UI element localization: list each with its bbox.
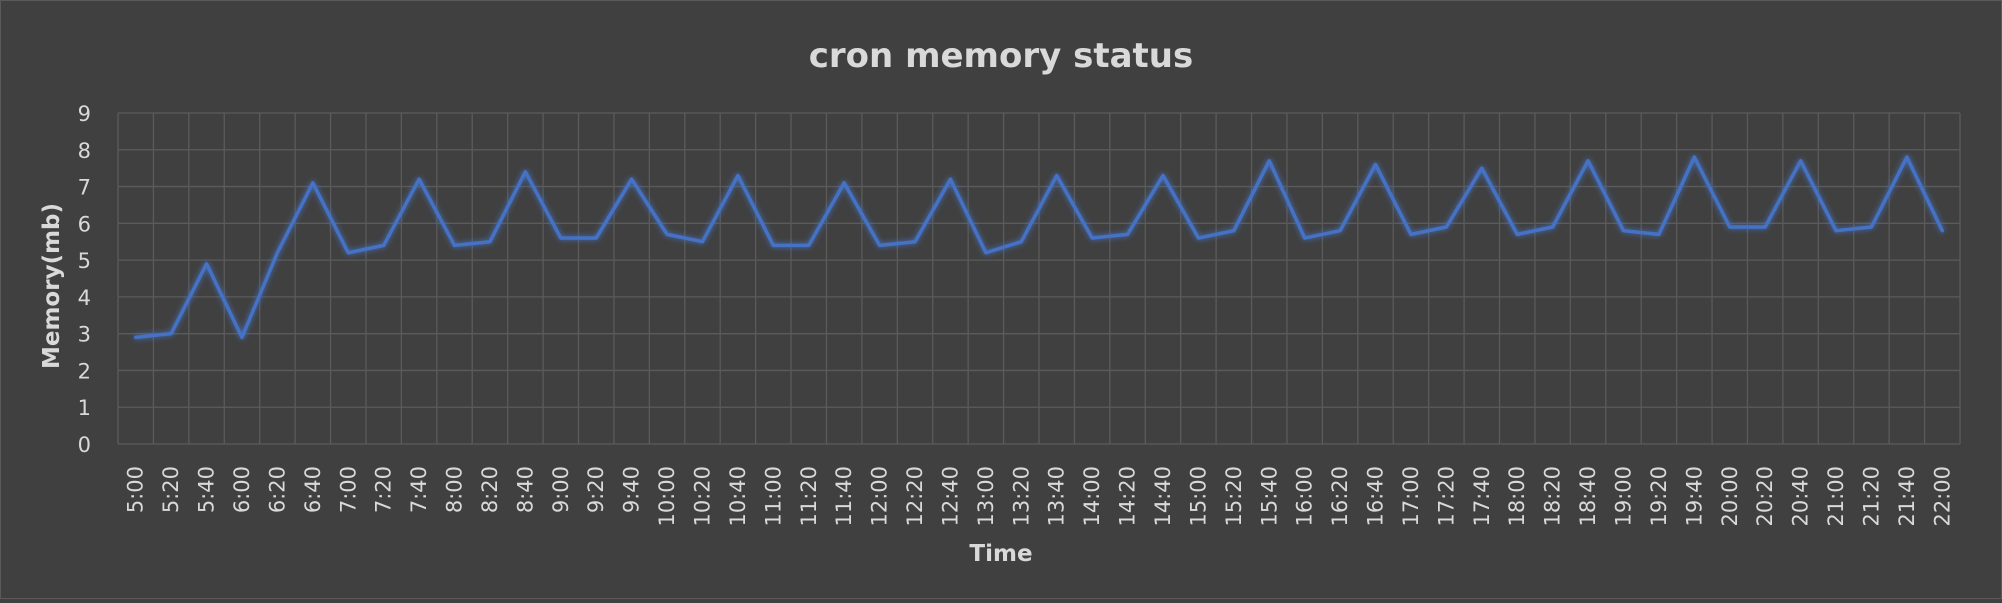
x-tick-label: 10:00 (655, 466, 679, 527)
x-tick-label: 20:40 (1789, 466, 1813, 527)
x-tick-label: 8:40 (513, 466, 537, 513)
x-tick-label: 16:40 (1364, 466, 1388, 527)
x-tick-label: 6:20 (265, 466, 289, 513)
x-tick-label: 9:00 (549, 466, 573, 513)
x-tick-label: 20:00 (1718, 466, 1742, 527)
x-tick-label: 16:00 (1293, 466, 1317, 527)
x-tick-label: 21:40 (1895, 466, 1919, 527)
y-tick-label: 6 (78, 212, 91, 236)
x-axis-title: Time (969, 541, 1032, 567)
x-tick-label: 5:00 (124, 466, 148, 513)
x-tick-label: 13:00 (974, 466, 998, 527)
x-tick-label: 15:00 (1186, 466, 1210, 527)
x-tick-label: 7:00 (336, 466, 360, 513)
x-tick-label: 22:00 (1930, 466, 1954, 527)
x-tick-label: 19:40 (1682, 466, 1706, 527)
x-tick-label: 11:40 (832, 466, 856, 527)
y-tick-label: 4 (78, 286, 91, 310)
x-tick-label: 14:00 (1080, 466, 1104, 527)
x-tick-label: 5:20 (159, 466, 183, 513)
x-tick-label: 12:40 (938, 466, 962, 527)
x-tick-label: 12:00 (868, 466, 892, 527)
x-tick-label: 19:20 (1647, 466, 1671, 527)
y-tick-label: 3 (78, 323, 91, 347)
x-tick-label: 12:20 (903, 466, 927, 527)
x-tick-label: 5:40 (195, 466, 219, 513)
x-tick-label: 9:40 (620, 466, 644, 513)
x-tick-label: 7:40 (407, 466, 431, 513)
x-tick-label: 18:40 (1576, 466, 1600, 527)
x-tick-label: 14:20 (1116, 466, 1140, 527)
x-tick-label: 6:40 (301, 466, 325, 513)
x-tick-label: 11:20 (797, 466, 821, 527)
chart-title: cron memory status (809, 36, 1194, 76)
x-tick-label: 18:00 (1505, 466, 1529, 527)
x-tick-label: 8:00 (443, 466, 467, 513)
x-tick-label: 14:40 (1151, 466, 1175, 527)
x-tick-label: 17:40 (1470, 466, 1494, 527)
x-tick-label: 13:20 (1009, 466, 1033, 527)
x-tick-label: 9:20 (584, 466, 608, 513)
x-tick-label: 17:20 (1434, 466, 1458, 527)
x-tick-label: 11:00 (761, 466, 785, 527)
x-tick-label: 10:40 (726, 466, 750, 527)
x-tick-label: 6:00 (230, 466, 254, 513)
y-tick-label: 8 (78, 139, 91, 163)
x-tick-label: 17:00 (1399, 466, 1423, 527)
y-tick-label: 2 (78, 359, 91, 383)
x-tick-label: 21:20 (1859, 466, 1883, 527)
x-tick-label: 19:00 (1611, 466, 1635, 527)
y-tick-label: 0 (78, 433, 91, 457)
x-tick-label: 15:20 (1222, 466, 1246, 527)
x-tick-label: 7:20 (372, 466, 396, 513)
y-axis-ticks: 0 1 2 3 4 5 6 7 8 9 (78, 102, 91, 457)
y-tick-label: 1 (78, 396, 91, 420)
gridlines (118, 113, 1960, 444)
y-tick-label: 9 (78, 102, 91, 126)
x-tick-label: 21:00 (1824, 466, 1848, 527)
x-tick-label: 18:20 (1541, 466, 1565, 527)
x-tick-label: 15:40 (1257, 466, 1281, 527)
x-tick-label: 20:20 (1753, 466, 1777, 527)
x-tick-label: 10:20 (690, 466, 714, 527)
y-axis-title: Memory(mb) (39, 203, 65, 369)
y-tick-label: 5 (78, 249, 91, 273)
y-tick-label: 7 (78, 176, 91, 200)
x-tick-label: 8:20 (478, 466, 502, 513)
x-tick-label: 16:20 (1328, 466, 1352, 527)
x-axis-ticks: 5:00 5:20 5:40 6:00 6:20 6:40 7:00 7:20 7:40 8:00… (124, 466, 1955, 527)
x-tick-label: 13:40 (1045, 466, 1069, 527)
